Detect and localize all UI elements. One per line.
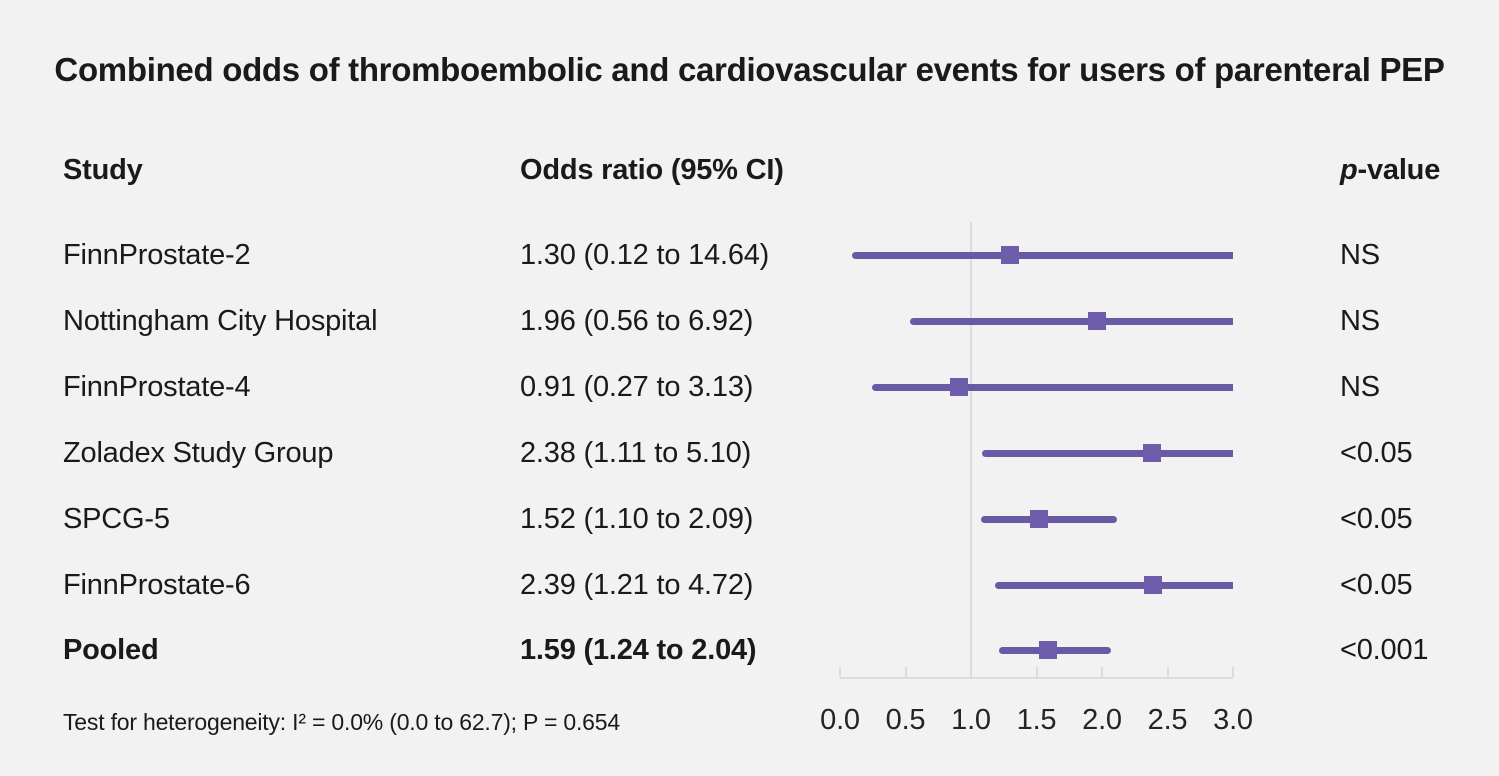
point-estimate-marker [1087,312,1106,330]
column-header-study: Study [63,154,143,186]
odds-ratio-value: 0.91 (0.27 to 3.13) [520,371,754,403]
p-value: NS [1340,239,1380,271]
x-axis-tick [1166,667,1169,677]
p-value: NS [1340,305,1380,337]
heterogeneity-note: Test for heterogeneity: I² = 0.0% (0.0 t… [63,709,620,735]
x-axis-line [840,677,1233,679]
point-estimate-marker [1039,641,1058,659]
x-axis-tick [1101,667,1103,677]
odds-ratio-value: 1.59 (1.24 to 2.04) [520,634,757,666]
x-axis-tick-label: 1.0 [951,704,991,736]
study-name: Nottingham City Hospital [63,305,378,337]
study-name: Zoladex Study Group [63,437,334,469]
point-estimate-marker [1142,444,1161,462]
x-axis-tick [970,667,972,677]
ci-line [909,317,1233,325]
ci-line [852,251,1233,259]
x-axis-tick-label: 1.5 [1016,704,1057,736]
odds-ratio-value: 1.30 (0.12 to 14.64) [520,239,770,271]
x-axis-tick-label: 3.0 [1213,704,1253,736]
column-header-p-value: p-value [1340,150,1440,190]
p-value: <0.05 [1340,437,1413,469]
p-value: <0.05 [1340,569,1413,601]
p-value: <0.05 [1340,503,1413,535]
p-value: <0.001 [1340,634,1429,666]
x-axis-tick-label: 2.5 [1147,704,1188,736]
odds-ratio-value: 1.96 (0.56 to 6.92) [520,305,754,337]
ci-line [981,449,1233,457]
study-name: FinnProstate-6 [63,569,251,601]
study-name: Pooled [63,634,159,666]
x-axis-tick-label: 0.5 [885,704,926,736]
ci-line [995,581,1233,589]
p-value-italic-p: p [1340,154,1358,186]
reference-line [970,222,972,679]
x-axis-tick [839,667,841,677]
point-estimate-marker [1001,246,1020,264]
point-estimate-marker [1144,576,1163,594]
study-name: SPCG-5 [63,503,170,535]
ci-line [871,383,1233,391]
x-axis-tick-label: 0.0 [820,704,860,736]
x-axis-tick [904,667,907,677]
study-name: FinnProstate-2 [63,239,251,271]
odds-ratio-value: 2.39 (1.21 to 4.72) [520,569,754,601]
x-axis-tick-label: 2.0 [1082,704,1122,736]
odds-ratio-value: 2.38 (1.11 to 5.10) [520,437,752,469]
x-axis-tick [1035,667,1038,677]
column-header-odds-ratio: Odds ratio (95% CI) [520,154,784,186]
point-estimate-marker [1030,510,1049,528]
figure-title: Combined odds of thromboembolic and card… [54,51,1445,88]
odds-ratio-value: 1.52 (1.10 to 2.09) [520,503,754,535]
x-axis-tick [1232,667,1234,677]
p-value: NS [1340,371,1380,403]
point-estimate-marker [950,378,969,396]
ci-line [980,515,1118,523]
study-name: FinnProstate-4 [63,371,251,403]
p-value-suffix: -value [1357,154,1441,186]
